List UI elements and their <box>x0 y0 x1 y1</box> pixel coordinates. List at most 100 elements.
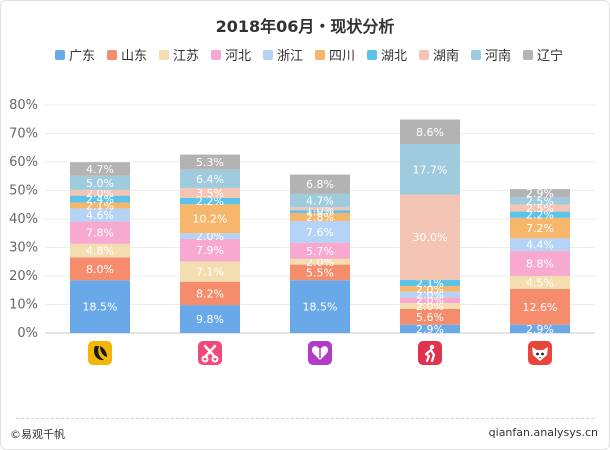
legend-swatch <box>523 50 533 60</box>
bar-value-label: 7.6% <box>306 226 334 239</box>
bar-segment <box>400 144 460 195</box>
bar-segment <box>510 288 570 325</box>
legend-item[interactable]: 江苏 <box>159 48 199 64</box>
bar-value-label: 2.8% <box>306 211 334 224</box>
bar-segment <box>180 187 240 198</box>
bar-value-label: 2.2% <box>196 195 224 208</box>
legend-label: 浙江 <box>277 49 303 64</box>
bar-segment <box>70 202 130 209</box>
legend-item[interactable]: 山东 <box>107 49 147 64</box>
legend-label: 江苏 <box>173 48 199 64</box>
bar-value-label: 2.0% <box>306 256 334 269</box>
legend-item[interactable]: 四川 <box>315 49 355 64</box>
bar-segment <box>510 204 570 212</box>
bar-value-label: 30.0% <box>413 231 448 244</box>
dancer-app-icon <box>418 341 442 365</box>
bar-value-label: 8.2% <box>196 287 224 300</box>
bar-segment <box>70 162 130 176</box>
legend-label: 辽宁 <box>537 48 563 64</box>
bar-segment <box>510 217 570 239</box>
bar-value-label: 6.4% <box>196 173 224 186</box>
bar-value-label: 3.5% <box>196 187 224 200</box>
bar-value-label: 5.3% <box>196 156 224 169</box>
bar-value-label: 5.6% <box>416 311 444 324</box>
legend-item[interactable]: 广东 <box>55 49 95 64</box>
bar-segment <box>180 281 240 306</box>
bar-value-label: 2.0% <box>416 283 444 296</box>
bar-segment <box>510 324 570 333</box>
bar-segment <box>70 195 130 203</box>
y-axis: 0% 10% 20% 30% 40% 50% 60% 70% 80% <box>9 98 38 341</box>
bar-value-label: 18.5% <box>83 301 118 314</box>
bar-value-label: 5.7% <box>306 245 334 258</box>
x-axis <box>88 341 552 365</box>
bar-segment <box>290 220 350 243</box>
bar-value-label: 2.2% <box>526 209 554 222</box>
bar-segment <box>400 285 460 292</box>
bar-segment <box>290 242 350 259</box>
bar-segment <box>400 279 460 286</box>
bar-value-label: 12.6% <box>523 301 558 314</box>
y-tick-label: 60% <box>9 155 38 170</box>
bar-segment <box>70 257 130 281</box>
banana-app-icon <box>88 341 112 365</box>
bar-value-label: 8.0% <box>86 263 114 276</box>
bar-segment <box>400 324 460 333</box>
bar-value-label: 7.2% <box>526 222 554 235</box>
legend: 广东 山东 江苏 河北 浙江 四川 湖北 湖南 河南 辽宁 <box>55 48 563 64</box>
legend-label: 山东 <box>121 49 147 64</box>
y-tick-label: 40% <box>9 212 38 227</box>
bar-segment <box>510 211 570 218</box>
bar-segment <box>290 193 350 208</box>
bar-stack: 2.9%12.6%4.5%8.8%4.4%7.2%2.2%2.5%2.5%2.9… <box>510 187 570 336</box>
legend-label: 四川 <box>329 49 355 64</box>
site-label: qianfan.analysys.cn <box>488 426 598 439</box>
legend-swatch <box>55 50 65 60</box>
bar-segment <box>400 297 460 304</box>
bar-value-label: 2.1% <box>416 277 444 290</box>
y-tick-label: 30% <box>9 241 38 256</box>
legend-label: 广东 <box>69 49 95 64</box>
bar-value-label: 2.0% <box>196 230 224 243</box>
legend-item[interactable]: 河南 <box>471 48 511 64</box>
bar-value-label: 10.2% <box>193 213 228 226</box>
bars: 18.5%8.0%4.8%7.8%4.6%2.1%2.4%2.0%5.0%4.7… <box>70 119 570 336</box>
bar-stack: 18.5% 8.0% 4.8% 7.8% 4.6%2.1%2.4%2.0%5.0%4.7… <box>70 162 130 333</box>
bar-segment <box>510 276 570 289</box>
bar-value-label: 7.1% <box>196 266 224 279</box>
bar-value-label: 4.8% <box>86 245 114 258</box>
bar-value-label: 2.0% <box>416 289 444 302</box>
footer-divider <box>16 418 594 419</box>
bar-value-label: 9.8% <box>196 313 224 326</box>
bar-segment <box>180 238 240 262</box>
bar-value-label: 2.9% <box>416 323 444 336</box>
bar-segment <box>290 258 350 265</box>
bar-value-label: 17.7% <box>413 163 448 176</box>
bar-segment <box>290 207 350 211</box>
legend-swatch <box>471 50 481 60</box>
bar-value-label: 5.5% <box>306 266 334 279</box>
bar-value-label: 2.5% <box>526 202 554 215</box>
legend-item[interactable]: 辽宁 <box>523 48 563 64</box>
bar-segment <box>400 194 460 280</box>
legend-label: 湖南 <box>433 48 459 64</box>
legend-item[interactable]: 湖北 <box>367 49 407 64</box>
bar-segment <box>290 210 350 214</box>
bar-value-label: 8.6% <box>416 126 444 139</box>
heart-app-icon <box>308 341 332 365</box>
y-tick-label: 50% <box>9 184 38 199</box>
legend-swatch <box>263 50 273 60</box>
legend-item[interactable]: 河北 <box>211 49 251 64</box>
bar-segment <box>180 233 240 239</box>
bar-value-label: 2.0% <box>416 300 444 313</box>
bar-segment <box>400 291 460 298</box>
bar-value-label: 4.4% <box>526 239 554 252</box>
bar-stack: 9.8% 8.2% 7.1% 7.9%2.0% 10.2% 2.2%3.5%6.4% 5.3… <box>180 154 240 333</box>
bar-segment <box>70 208 130 222</box>
legend-swatch <box>107 50 117 60</box>
bar-value-label: 7.9% <box>196 244 224 257</box>
legend-item[interactable]: 浙江 <box>263 49 303 64</box>
bar-value-label: 6.8% <box>306 178 334 191</box>
legend-item[interactable]: 湖南 <box>419 48 459 64</box>
